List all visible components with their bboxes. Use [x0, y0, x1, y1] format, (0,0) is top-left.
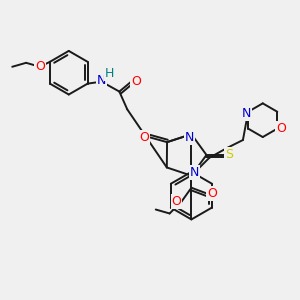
- Text: N: N: [97, 74, 106, 87]
- Text: O: O: [35, 60, 45, 73]
- Text: N: N: [185, 131, 194, 144]
- Text: S: S: [225, 148, 233, 161]
- Text: N: N: [242, 107, 251, 120]
- Text: O: O: [276, 122, 286, 135]
- Text: O: O: [139, 131, 149, 144]
- Text: H: H: [105, 67, 114, 80]
- Text: N: N: [190, 166, 199, 179]
- Text: O: O: [172, 195, 182, 208]
- Text: O: O: [207, 187, 217, 200]
- Text: O: O: [131, 75, 141, 88]
